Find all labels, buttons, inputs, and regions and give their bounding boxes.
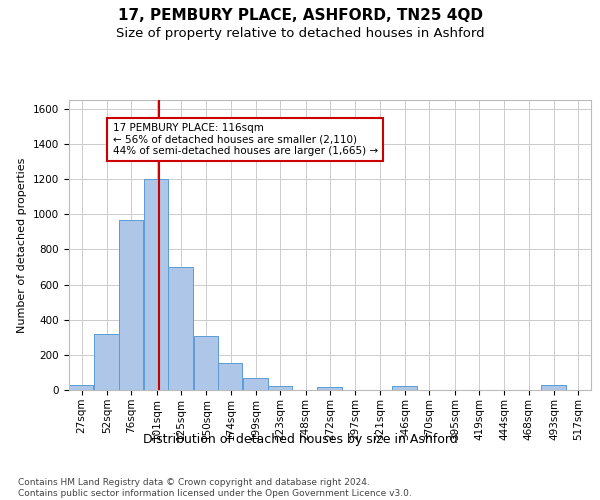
Bar <box>317 388 341 390</box>
Bar <box>94 334 119 390</box>
Text: 17, PEMBURY PLACE, ASHFORD, TN25 4QD: 17, PEMBURY PLACE, ASHFORD, TN25 4QD <box>118 8 482 22</box>
Bar <box>194 336 218 390</box>
Bar <box>244 378 268 390</box>
Text: 17 PEMBURY PLACE: 116sqm
← 56% of detached houses are smaller (2,110)
44% of sem: 17 PEMBURY PLACE: 116sqm ← 56% of detach… <box>113 123 378 156</box>
Bar <box>69 384 94 390</box>
Bar <box>144 179 169 390</box>
Bar <box>268 386 292 390</box>
Y-axis label: Number of detached properties: Number of detached properties <box>17 158 28 332</box>
Bar <box>218 363 242 390</box>
Bar <box>392 386 416 390</box>
Bar <box>541 384 566 390</box>
Bar <box>169 267 193 390</box>
Text: Contains HM Land Registry data © Crown copyright and database right 2024.
Contai: Contains HM Land Registry data © Crown c… <box>18 478 412 498</box>
Text: Size of property relative to detached houses in Ashford: Size of property relative to detached ho… <box>116 28 484 40</box>
Text: Distribution of detached houses by size in Ashford: Distribution of detached houses by size … <box>143 432 457 446</box>
Bar <box>119 220 143 390</box>
